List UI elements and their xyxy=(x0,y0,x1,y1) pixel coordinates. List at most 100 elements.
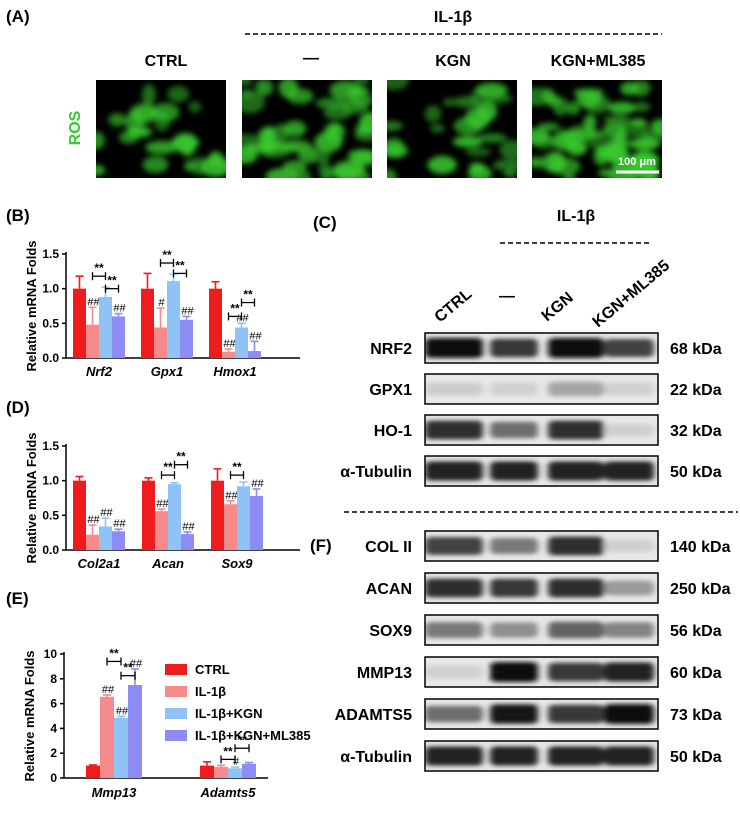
y-tick-label: 0.5 xyxy=(42,316,59,330)
blot-band xyxy=(548,662,604,682)
bracket-label: ** xyxy=(163,460,173,474)
cell xyxy=(603,115,630,124)
cell xyxy=(630,118,647,128)
category-label: Sox9 xyxy=(221,556,253,571)
cell xyxy=(359,112,372,134)
blot-row: COL II 140 kDa xyxy=(365,530,731,562)
panel-f-letter: (F) xyxy=(310,536,332,555)
protein-label: MMP13 xyxy=(357,665,412,682)
blot-band xyxy=(604,704,654,724)
panel-e-letter: (E) xyxy=(6,589,29,608)
bar xyxy=(112,316,125,358)
panel-a-col-kgn: KGN xyxy=(435,53,471,70)
cell xyxy=(452,136,483,148)
blot-band xyxy=(425,382,483,396)
blot-band xyxy=(548,746,604,766)
bar xyxy=(100,696,114,778)
bar xyxy=(86,765,100,778)
micrograph-cells xyxy=(242,80,372,178)
bracket-label: ** xyxy=(223,744,233,758)
legend-swatch xyxy=(165,708,187,719)
significance-bracket: ** xyxy=(159,248,175,268)
cell xyxy=(283,120,307,137)
scale-bar-label: 100 μm xyxy=(618,156,656,168)
bar xyxy=(141,288,154,358)
bar xyxy=(73,288,86,358)
bar xyxy=(167,281,180,358)
bar xyxy=(211,480,224,550)
blot-band xyxy=(548,578,604,598)
cell xyxy=(323,122,346,143)
micrograph-2 xyxy=(242,80,372,178)
protein-label: SOX9 xyxy=(369,623,412,640)
cell xyxy=(604,140,621,161)
blot-band xyxy=(604,423,654,437)
blot-row: α-Tubulin 50 kDa xyxy=(340,455,722,487)
blot-band xyxy=(604,461,654,481)
cell xyxy=(537,122,561,131)
cell xyxy=(387,121,404,131)
blot-band xyxy=(490,382,538,396)
bracket-label: ** xyxy=(123,661,133,675)
micrograph-4 xyxy=(532,80,662,178)
cell xyxy=(387,168,397,178)
bar xyxy=(228,768,242,778)
cell xyxy=(255,80,274,97)
blot-band xyxy=(425,537,483,555)
bar xyxy=(112,531,125,550)
blot-bands xyxy=(425,338,654,358)
lane-label-ctrl: CTRL xyxy=(432,285,476,326)
legend-label: IL-1β xyxy=(195,684,226,699)
blot-band xyxy=(548,381,604,397)
blot-row: α-Tubulin 50 kDa xyxy=(340,740,722,772)
cell xyxy=(583,114,597,131)
kda-label: 250 kDa xyxy=(670,581,731,598)
blot-band xyxy=(604,382,654,396)
blot-row: HO-1 32 kDa xyxy=(374,414,722,446)
blot-bands xyxy=(425,746,654,766)
bar xyxy=(73,480,86,550)
blot-band xyxy=(425,578,483,598)
cell xyxy=(476,100,498,122)
significance-mark: ## xyxy=(223,338,236,350)
cell xyxy=(257,127,275,148)
blot-band xyxy=(490,421,538,439)
cell xyxy=(173,132,198,154)
blot-frame xyxy=(424,332,659,364)
lane-label-kgn-ml385: KGN+ML385 xyxy=(590,257,674,331)
significance-mark: ## xyxy=(100,507,113,519)
blot-bands xyxy=(425,621,654,639)
cell xyxy=(142,84,156,107)
y-tick-label: 0 xyxy=(50,771,57,785)
cell xyxy=(278,80,299,98)
micrograph-1 xyxy=(96,80,226,178)
y-tick-label: 10 xyxy=(44,647,58,661)
significance-mark: ## xyxy=(182,521,195,533)
cell xyxy=(430,124,445,133)
cell xyxy=(297,170,312,178)
significance-bracket: ** xyxy=(240,288,256,307)
legend-item: IL-1β xyxy=(165,684,226,699)
y-tick-label: 1.5 xyxy=(42,439,59,453)
bar xyxy=(248,351,261,358)
micrographs xyxy=(96,80,662,178)
blot-bands xyxy=(425,704,654,724)
cell xyxy=(465,147,491,157)
kda-label: 32 kDa xyxy=(670,423,722,440)
kda-label: 60 kDa xyxy=(670,665,722,682)
protein-label: ADAMTS5 xyxy=(335,707,412,724)
blot-band xyxy=(604,539,654,553)
micrograph-3 xyxy=(387,80,517,178)
cell xyxy=(492,159,517,172)
blot-band xyxy=(604,662,654,682)
cell xyxy=(242,145,258,164)
significance-mark: # xyxy=(158,297,165,309)
bar xyxy=(181,534,194,550)
y-tick-label: 0.0 xyxy=(42,543,59,557)
protein-label: COL II xyxy=(365,539,412,556)
bar xyxy=(155,511,168,550)
protein-label: α-Tubulin xyxy=(340,464,412,481)
cell xyxy=(503,169,517,178)
cell xyxy=(553,97,569,116)
